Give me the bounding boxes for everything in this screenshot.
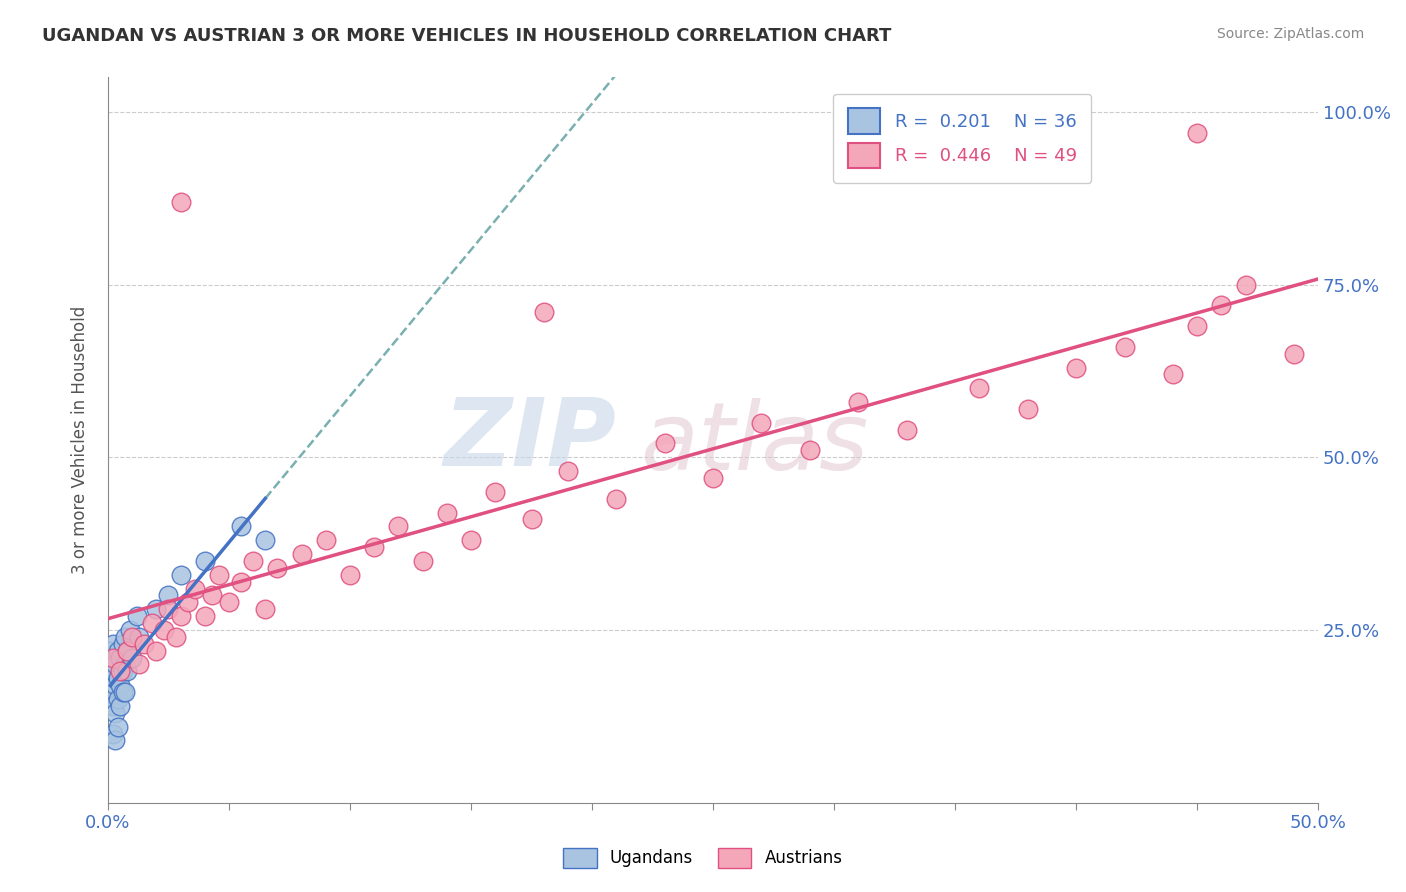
Point [184, 582, 207, 596]
Point [141, 615, 163, 630]
Point [165, 630, 187, 644]
Point [387, 519, 409, 533]
Point [117, 643, 139, 657]
Point [194, 554, 217, 568]
Point [157, 602, 180, 616]
Point [751, 416, 773, 430]
Point [152, 623, 174, 637]
Point [254, 602, 277, 616]
Point [201, 588, 224, 602]
Point [134, 637, 156, 651]
Point [121, 630, 143, 644]
Point [254, 533, 277, 548]
Point [1234, 277, 1257, 292]
Point [108, 665, 131, 679]
Point [121, 650, 143, 665]
Point [111, 685, 134, 699]
Text: UGANDAN VS AUSTRIAN 3 OR MORE VEHICLES IN HOUSEHOLD CORRELATION CHART: UGANDAN VS AUSTRIAN 3 OR MORE VEHICLES I… [42, 27, 891, 45]
Point [114, 657, 136, 672]
Point [104, 657, 127, 672]
Point [145, 602, 167, 616]
Point [1017, 401, 1039, 416]
Point [107, 643, 129, 657]
Point [339, 567, 361, 582]
Point [520, 512, 543, 526]
Point [533, 305, 555, 319]
Point [117, 643, 139, 657]
Point [702, 471, 724, 485]
Point [101, 726, 124, 740]
Point [194, 609, 217, 624]
Text: Source: ZipAtlas.com: Source: ZipAtlas.com [1216, 27, 1364, 41]
Point [557, 464, 579, 478]
Point [846, 395, 869, 409]
Point [104, 706, 127, 720]
Point [1211, 298, 1233, 312]
Point [266, 561, 288, 575]
Point [169, 567, 191, 582]
Point [460, 533, 482, 548]
Point [177, 595, 200, 609]
Point [1185, 319, 1208, 334]
Point [218, 595, 240, 609]
Legend: R =  0.201    N = 36, R =  0.446    N = 49: R = 0.201 N = 36, R = 0.446 N = 49 [834, 94, 1091, 183]
Point [208, 567, 231, 582]
Point [896, 423, 918, 437]
Point [229, 574, 252, 589]
Point [100, 685, 122, 699]
Text: ZIP: ZIP [443, 394, 616, 486]
Point [117, 665, 139, 679]
Point [145, 643, 167, 657]
Text: atlas: atlas [641, 398, 869, 489]
Point [291, 547, 314, 561]
Point [101, 637, 124, 651]
Legend: Ugandans, Austrians: Ugandans, Austrians [557, 841, 849, 875]
Point [969, 381, 991, 395]
Point [108, 678, 131, 692]
Point [1161, 368, 1184, 382]
Point [100, 643, 122, 657]
Point [107, 671, 129, 685]
Point [315, 533, 337, 548]
Y-axis label: 3 or more Vehicles in Household: 3 or more Vehicles in Household [72, 306, 89, 574]
Point [654, 436, 676, 450]
Point [157, 588, 180, 602]
Point [169, 194, 191, 209]
Point [118, 623, 141, 637]
Point [104, 733, 127, 747]
Point [107, 720, 129, 734]
Point [169, 609, 191, 624]
Point [100, 671, 122, 685]
Point [107, 692, 129, 706]
Point [125, 609, 148, 624]
Point [1185, 126, 1208, 140]
Point [108, 650, 131, 665]
Point [363, 540, 385, 554]
Point [1064, 360, 1087, 375]
Point [1282, 347, 1305, 361]
Point [101, 698, 124, 713]
Point [799, 443, 821, 458]
Point [484, 484, 506, 499]
Point [436, 506, 458, 520]
Point [1114, 340, 1136, 354]
Point [111, 637, 134, 651]
Point [229, 519, 252, 533]
Point [111, 665, 134, 679]
Point [412, 554, 434, 568]
Point [128, 657, 150, 672]
Point [108, 698, 131, 713]
Point [114, 630, 136, 644]
Point [128, 630, 150, 644]
Point [101, 650, 124, 665]
Point [104, 678, 127, 692]
Point [242, 554, 264, 568]
Point [605, 491, 627, 506]
Point [114, 685, 136, 699]
Point [101, 665, 124, 679]
